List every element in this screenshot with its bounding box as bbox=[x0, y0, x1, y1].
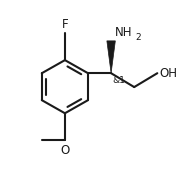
Text: NH: NH bbox=[115, 25, 132, 39]
Text: O: O bbox=[60, 144, 70, 157]
Polygon shape bbox=[107, 41, 115, 73]
Text: 2: 2 bbox=[136, 33, 141, 42]
Text: F: F bbox=[62, 18, 68, 31]
Text: &1: &1 bbox=[113, 76, 126, 85]
Text: OH: OH bbox=[160, 67, 178, 80]
